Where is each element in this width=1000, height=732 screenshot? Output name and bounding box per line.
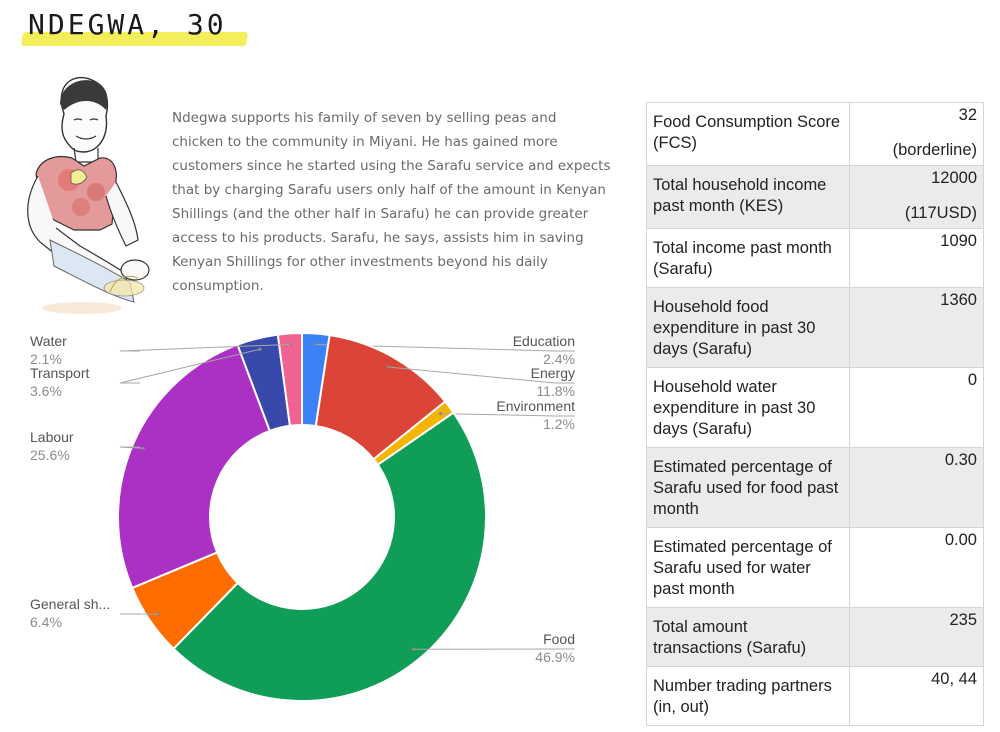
- table-row: Estimated percentage of Sarafu used for …: [646, 527, 985, 608]
- row-value: 12000 (117USD): [848, 165, 985, 229]
- row-label: Household water expenditure in past 30 d…: [646, 367, 850, 448]
- row-value-main: 235: [949, 611, 977, 629]
- leader-dot: [288, 342, 293, 347]
- row-label: Number trading partners (in, out): [646, 666, 850, 726]
- row-value: 40, 44: [848, 666, 985, 726]
- category-label: Environment: [496, 398, 575, 414]
- category-label: General sh...: [30, 596, 110, 612]
- leader-line: [440, 413, 575, 417]
- row-value-main: 32: [958, 106, 977, 124]
- table-row: Estimated percentage of Sarafu used for …: [646, 447, 985, 528]
- row-label: Total household income past month (KES): [646, 165, 850, 229]
- row-value: 1090: [848, 228, 985, 288]
- slice-labour: [117, 343, 272, 590]
- row-value-note: (borderline): [892, 141, 977, 159]
- value-label: 46.9%: [535, 649, 575, 665]
- category-label: Water: [30, 333, 67, 349]
- leader-dot: [386, 365, 390, 369]
- value-label: 11.8%: [536, 383, 575, 399]
- row-value-main: 0.00: [944, 531, 977, 549]
- intro-paragraph: Ndegwa supports his family of seven by s…: [172, 110, 611, 294]
- table-row: Total household income past month (KES) 1…: [646, 165, 985, 229]
- row-value-main: 40, 44: [931, 670, 977, 688]
- value-label: 2.4%: [543, 351, 575, 367]
- donut-chart: Education 2.4%Energy 11.8%Environment 1.2% F…: [30, 331, 575, 702]
- category-label: Education: [513, 333, 575, 349]
- portrait-illustration: [27, 76, 150, 314]
- table-row: Total income past month (Sarafu) 1090: [646, 228, 985, 288]
- category-label: Transport: [30, 365, 90, 381]
- value-label: 1.2%: [543, 416, 575, 432]
- row-value: 0: [848, 367, 985, 448]
- category-label: Food: [543, 631, 575, 647]
- row-label: Total amount transactions (Sarafu): [646, 607, 850, 667]
- table-row: Food Consumption Score (FCS) 32 (borderlin…: [646, 102, 985, 166]
- table-row: Household food expenditure in past 30 da…: [646, 287, 985, 368]
- row-label: Household food expenditure in past 30 da…: [646, 287, 850, 368]
- stats-table: Food Consumption Score (FCS) 32 (borderlin…: [646, 102, 985, 726]
- row-value: 235: [848, 607, 985, 667]
- row-value-main: 1360: [940, 291, 977, 309]
- category-label: Energy: [531, 365, 575, 381]
- row-value: 1360: [848, 287, 985, 368]
- leader-dot: [439, 411, 443, 416]
- row-value: 32 (borderline): [848, 102, 985, 166]
- leader-dot: [411, 647, 416, 651]
- table-row: Number trading partners (in, out) 40, 44: [646, 666, 985, 726]
- leader-line: [315, 344, 575, 352]
- leader-line: [119, 348, 261, 384]
- table-row: Household water expenditure in past 30 d…: [646, 367, 985, 448]
- slice-water: [276, 331, 303, 427]
- leader-line: [388, 366, 575, 384]
- row-value-main: 12000: [931, 169, 977, 187]
- row-value: 0.00: [848, 527, 985, 608]
- row-value-note: (117USD): [904, 204, 977, 222]
- row-value-main: 1090: [940, 232, 977, 250]
- category-label: Labour: [30, 429, 74, 445]
- row-label: Total income past month (Sarafu): [646, 228, 850, 288]
- slice-food: [172, 411, 487, 702]
- leader-line: [119, 446, 144, 449]
- row-value-main: 0: [967, 371, 977, 389]
- leader-line: [119, 343, 291, 352]
- table-row: Total amount transactions (Sarafu) 235: [646, 607, 985, 667]
- value-label: 6.4%: [30, 614, 62, 630]
- row-label: Estimated percentage of Sarafu used for …: [646, 447, 850, 528]
- title-block: NDEGWA, 30: [21, 4, 262, 54]
- leader-dot: [141, 446, 145, 450]
- row-label: Food Consumption Score (FCS): [646, 102, 850, 166]
- row-label: Estimated percentage of Sarafu used for …: [646, 527, 850, 608]
- leader-dot: [258, 347, 262, 351]
- value-label: 25.6%: [30, 447, 70, 463]
- leader-dot: [157, 612, 161, 616]
- value-label: 2.1%: [30, 351, 62, 367]
- row-value-main: 0.30: [944, 451, 977, 469]
- page-title: NDEGWA, 30: [28, 8, 227, 41]
- row-value: 0.30: [848, 447, 985, 528]
- value-label: 3.6%: [30, 383, 62, 399]
- leader-dot: [313, 342, 317, 347]
